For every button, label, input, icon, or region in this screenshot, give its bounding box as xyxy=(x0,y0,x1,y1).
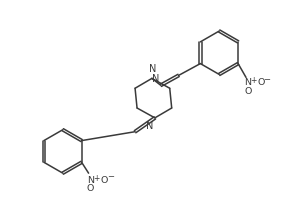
Text: N: N xyxy=(153,74,160,84)
Text: +: + xyxy=(250,76,256,85)
Text: N: N xyxy=(245,78,252,87)
Text: N: N xyxy=(145,121,153,131)
Text: −: − xyxy=(263,75,270,84)
Text: O: O xyxy=(87,184,94,194)
Text: O: O xyxy=(244,87,252,96)
Text: +: + xyxy=(93,174,100,182)
Text: O: O xyxy=(257,78,265,87)
Text: O: O xyxy=(101,176,108,185)
Text: −: − xyxy=(107,173,114,182)
Text: N: N xyxy=(87,176,94,185)
Text: N: N xyxy=(149,64,156,74)
